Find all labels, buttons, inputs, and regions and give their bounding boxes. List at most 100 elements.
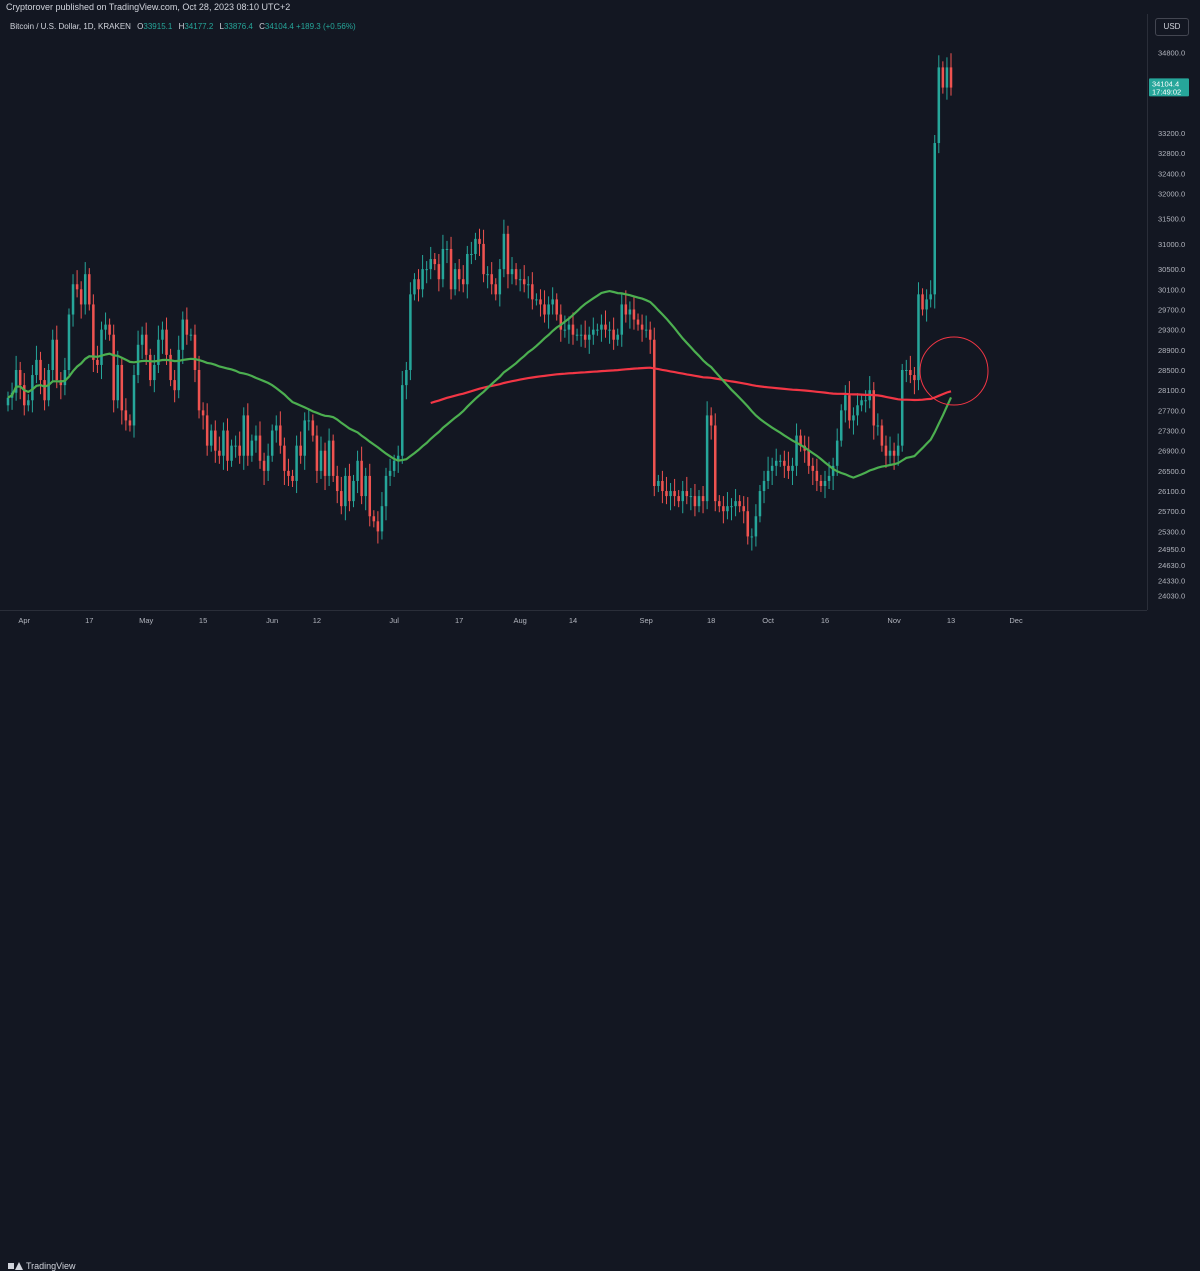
candle-body [352, 480, 355, 502]
close-value: 34104.4 [264, 22, 294, 31]
candle-body [815, 470, 819, 481]
candle-body [506, 233, 510, 275]
price-tick-label: 30500.0 [1158, 265, 1185, 274]
candle-body [197, 370, 201, 411]
candle-body [335, 475, 339, 492]
candle-body [205, 415, 209, 446]
price-tick-label: 27300.0 [1158, 427, 1185, 436]
candle-body [860, 400, 863, 406]
candle-body [368, 475, 372, 517]
time-tick-label: 18 [707, 616, 715, 625]
candle-body [945, 67, 949, 88]
price-tick-label: 32800.0 [1158, 149, 1185, 158]
candle-body [209, 430, 213, 446]
candle-body [742, 506, 745, 512]
candle-body [653, 339, 656, 486]
candle-body [457, 269, 461, 280]
low-label: L [219, 22, 224, 31]
candle-body [421, 269, 424, 290]
candle-body [71, 284, 75, 315]
price-tick-label: 24950.0 [1158, 545, 1185, 554]
candle-body [750, 536, 754, 538]
time-tick-label: 17 [85, 616, 93, 625]
candle-body [14, 370, 18, 393]
candle-body [624, 304, 628, 315]
candle-body [892, 450, 896, 456]
candle-body [311, 420, 315, 436]
candle-body [112, 334, 115, 401]
candle-body [242, 415, 246, 456]
currency-button[interactable]: USD [1155, 18, 1189, 36]
time-axis[interactable]: Apr 17 May 15 Jun 12 Jul 17 Aug 14 Sep 18 Oct 16 Nov 13… [0, 610, 1147, 628]
candle-body [929, 294, 932, 300]
candle-body [246, 415, 250, 456]
candle-body [864, 400, 867, 402]
candle-body [169, 354, 172, 381]
brand-name: TradingView [26, 1261, 76, 1271]
candle-body [848, 395, 851, 421]
candle-body [880, 425, 884, 446]
candle-body [226, 430, 229, 461]
candle-body [270, 430, 274, 456]
candle-body [823, 480, 827, 486]
candle-body [157, 339, 160, 365]
candle-body [738, 501, 741, 507]
candle-body [83, 274, 87, 305]
time-tick-label: Jun [266, 616, 278, 625]
candle-body [364, 475, 367, 497]
candle-body [514, 269, 518, 280]
close-label: C [259, 22, 265, 31]
candle-body [852, 415, 855, 421]
candle-body [762, 480, 766, 492]
candle-body [575, 334, 579, 336]
candle-body [315, 435, 319, 471]
candle-body [807, 450, 810, 466]
candle-body [466, 254, 469, 285]
candle-body [75, 284, 79, 290]
change-value: +189.3 (+0.56%) [296, 22, 356, 31]
candle-body [758, 491, 762, 517]
candle-body [392, 460, 396, 471]
candle-body [279, 425, 282, 446]
candle-body [445, 248, 449, 250]
candle-body [921, 294, 924, 310]
candle-body [628, 309, 632, 315]
candle-body [827, 475, 831, 481]
candle-body [35, 359, 38, 376]
time-tick-label: Oct [762, 616, 775, 625]
candle-body [189, 334, 193, 336]
candle-body [632, 309, 636, 320]
price-tick-label: 32000.0 [1158, 189, 1185, 198]
candle-body [250, 440, 254, 456]
price-tick-label: 28500.0 [1158, 366, 1185, 375]
candle-body [567, 324, 571, 330]
chart-area[interactable] [0, 14, 1147, 610]
candle-body [937, 67, 941, 144]
candle-body [384, 475, 388, 507]
price-tick-label: 24630.0 [1158, 561, 1185, 570]
candle-body [22, 385, 26, 406]
candle-body [563, 329, 567, 331]
candle-body [92, 304, 95, 360]
candle-body [360, 460, 363, 497]
price-tick-label: 27700.0 [1158, 406, 1185, 415]
candle-body [413, 279, 416, 295]
candle-body [348, 475, 351, 502]
candle-body [636, 319, 640, 325]
candle-body [587, 334, 591, 340]
price-tick-label: 26900.0 [1158, 447, 1185, 456]
price-axis[interactable]: 34800.0 33200.0 32800.0 32400.0 32000.0 31500… [1147, 14, 1200, 610]
candle-body [722, 506, 725, 512]
open-label: O [137, 22, 144, 31]
candle-body [331, 440, 335, 476]
candle-body [779, 460, 782, 462]
candle-body [844, 395, 847, 411]
tradingview-logo[interactable]: TradingView [8, 1261, 76, 1271]
symbol-name: Bitcoin / U.S. Dollar, 1D, KRAKEN [10, 22, 131, 31]
time-tick-label: Sep [639, 616, 652, 625]
candle-body [441, 248, 445, 280]
candle-body [104, 324, 107, 330]
candle-body [583, 334, 587, 340]
time-tick-label: Jul [389, 616, 399, 625]
candlestick-chart[interactable] [0, 14, 1147, 610]
